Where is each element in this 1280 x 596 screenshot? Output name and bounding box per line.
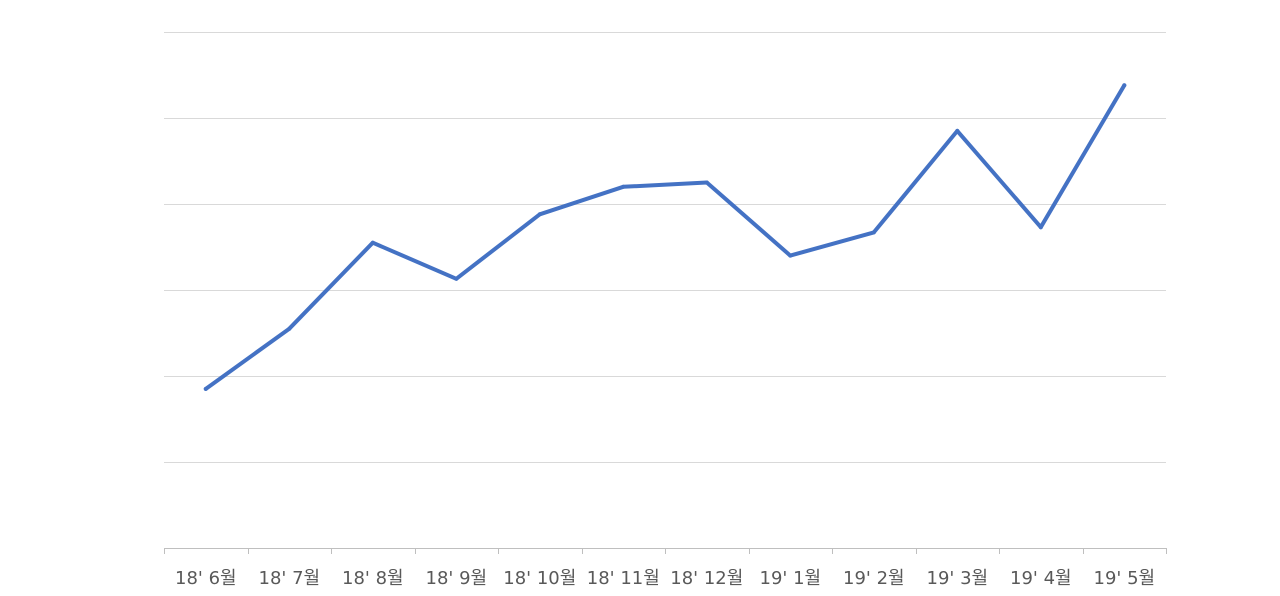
x-tick-label: 18' 7월 xyxy=(259,568,321,589)
data-point xyxy=(704,180,709,185)
data-point xyxy=(203,386,208,391)
data-point xyxy=(537,212,542,217)
data-point xyxy=(454,276,459,281)
x-tick-label: 19' 2월 xyxy=(843,568,905,589)
x-tick-label: 18' 9월 xyxy=(426,568,488,589)
x-tick-labels: 18' 6월 18' 7월 18' 8월 18' 9월 18' 10월 18' 11월 18… xyxy=(175,568,1155,589)
x-tick-label: 18' 8월 xyxy=(342,568,404,589)
series-lines xyxy=(203,83,1127,391)
data-point xyxy=(871,230,876,235)
x-tick-label: 18' 11월 xyxy=(587,568,660,589)
data-point xyxy=(370,240,375,245)
x-axis xyxy=(164,548,1167,554)
x-tick-label: 19' 4월 xyxy=(1010,568,1072,589)
x-tick-label: 18' 10월 xyxy=(503,568,576,589)
data-point xyxy=(1038,225,1043,230)
x-tick-label: 18' 12월 xyxy=(670,568,743,589)
data-point xyxy=(287,326,292,331)
data-point xyxy=(955,128,960,133)
gridlines xyxy=(164,32,1166,463)
x-tick-label: 18' 6월 xyxy=(175,568,237,589)
x-tick-label: 19' 3월 xyxy=(927,568,989,589)
data-point xyxy=(788,253,793,258)
data-point xyxy=(1122,83,1127,88)
x-tick-label: 19' 5월 xyxy=(1094,568,1156,589)
data-point xyxy=(621,184,626,189)
series-line xyxy=(203,83,1127,391)
x-tick-label: 19' 1월 xyxy=(760,568,822,589)
